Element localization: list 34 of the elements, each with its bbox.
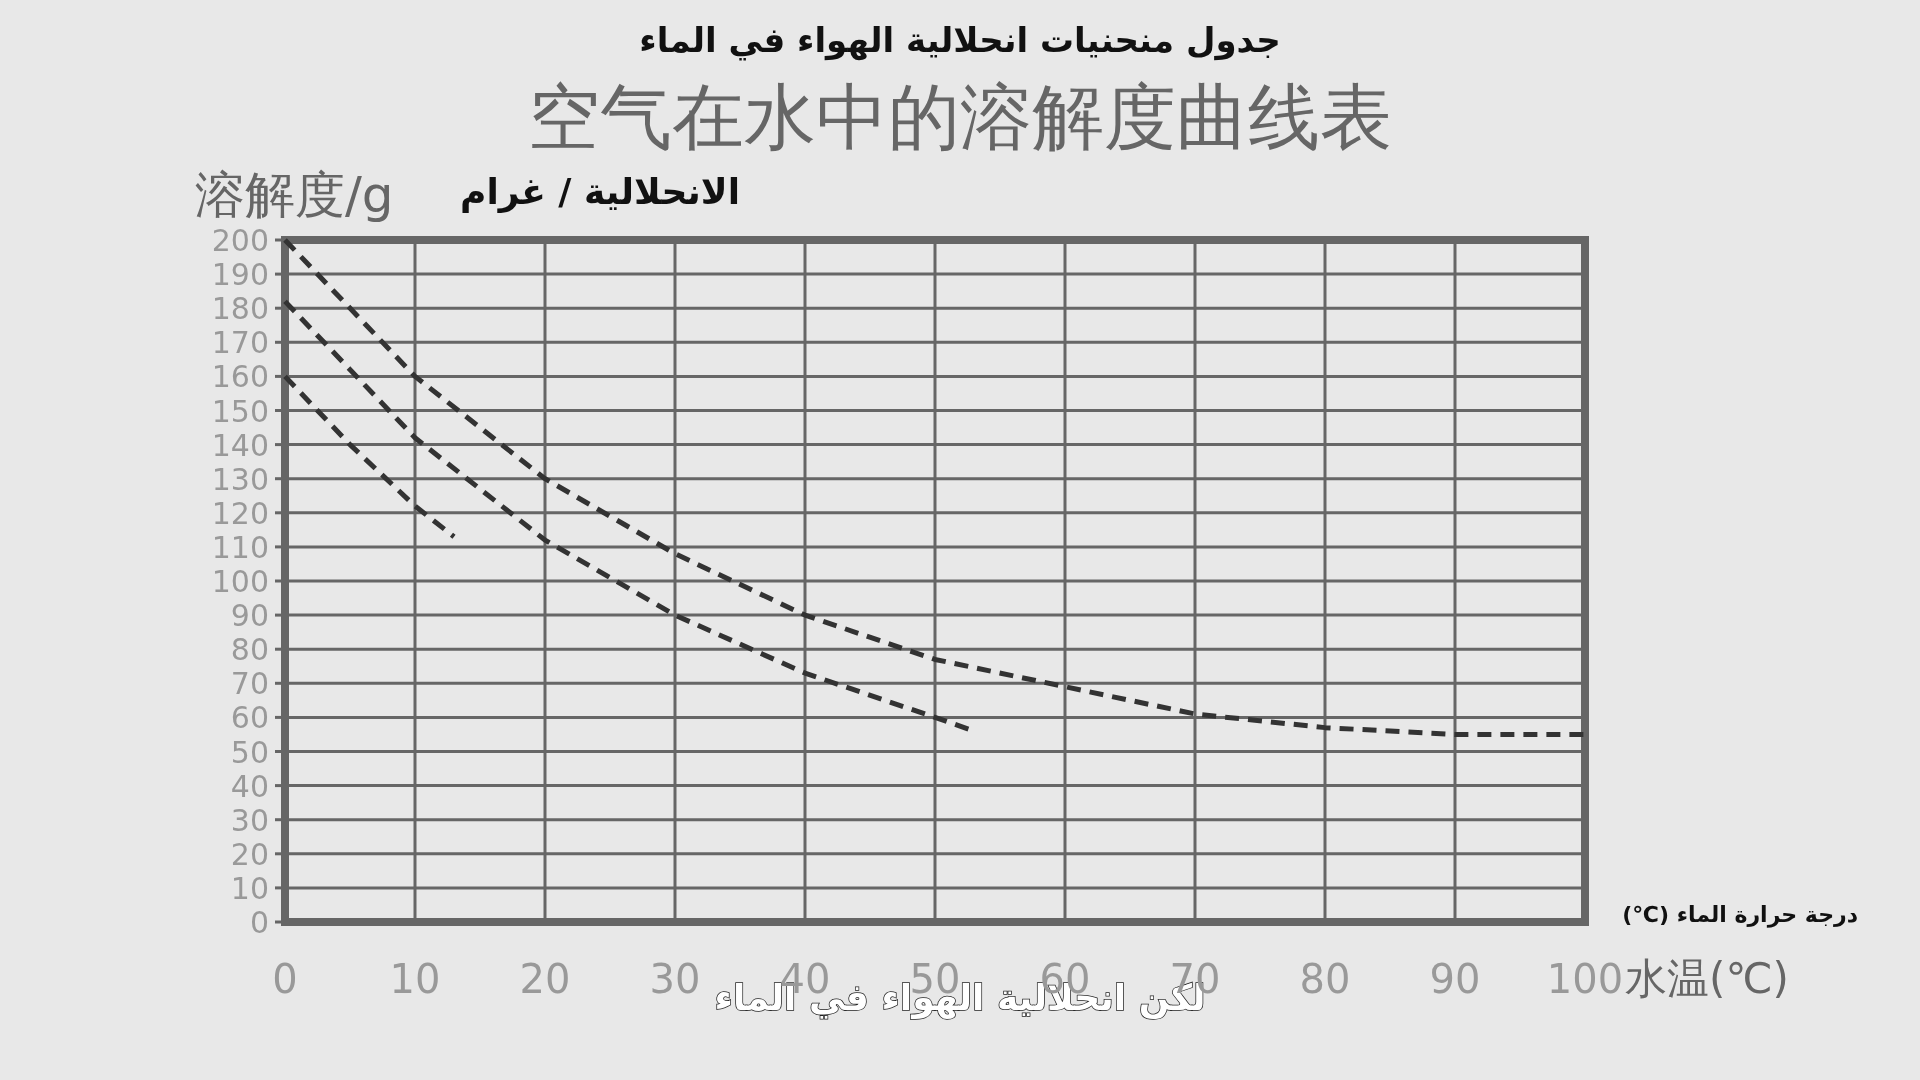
y-tick-label: 150 [211,393,269,429]
y-tick-label: 40 [230,768,269,804]
text: درجة حرارة الماء (℃) [1622,902,1858,928]
y-tick-label: 0 [249,905,269,940]
x-tick-label: 100 [1546,956,1624,1002]
y-tick-label: 70 [230,666,269,702]
y-tick-label: 130 [211,461,269,497]
x-tick-label: 90 [1429,956,1481,1002]
y-tick-label: 100 [211,564,269,599]
y-tick-label: 80 [230,632,269,668]
y-tick-label: 110 [211,529,269,565]
y-tick-label: 160 [211,359,269,395]
x-tick-label: 30 [649,956,701,1002]
y-tick-label: 60 [230,700,269,736]
y-tick-label: 50 [230,734,269,770]
chart-subtitle: 空气在水中的溶解度曲线表 [528,75,1392,159]
chart-title: جدول منحنيات انحلالية الهواء في الماء [639,20,1281,61]
y-tick-label: 180 [211,291,269,327]
x-tick-label: 20 [519,956,571,1002]
y-tick-label: 140 [211,427,269,463]
x-axis-title: 水温(℃) [1625,954,1789,1003]
text: الانحلالية / غرام [460,171,740,213]
y-tick-label: 20 [230,836,269,872]
y-tick-label: 10 [230,870,269,906]
y-tick-label: 90 [230,598,269,634]
y-tick-label: 190 [211,257,269,293]
y-tick-label: 170 [211,325,269,361]
y-tick-label: 30 [230,802,269,838]
y-axis-title: 溶解度/g [195,166,394,224]
y-tick-label: 120 [211,495,269,531]
x-tick-label: 80 [1299,956,1351,1002]
x-tick-label: 10 [389,956,441,1002]
x-tick-label: 0 [272,956,298,1002]
y-tick-label: 200 [211,223,269,258]
